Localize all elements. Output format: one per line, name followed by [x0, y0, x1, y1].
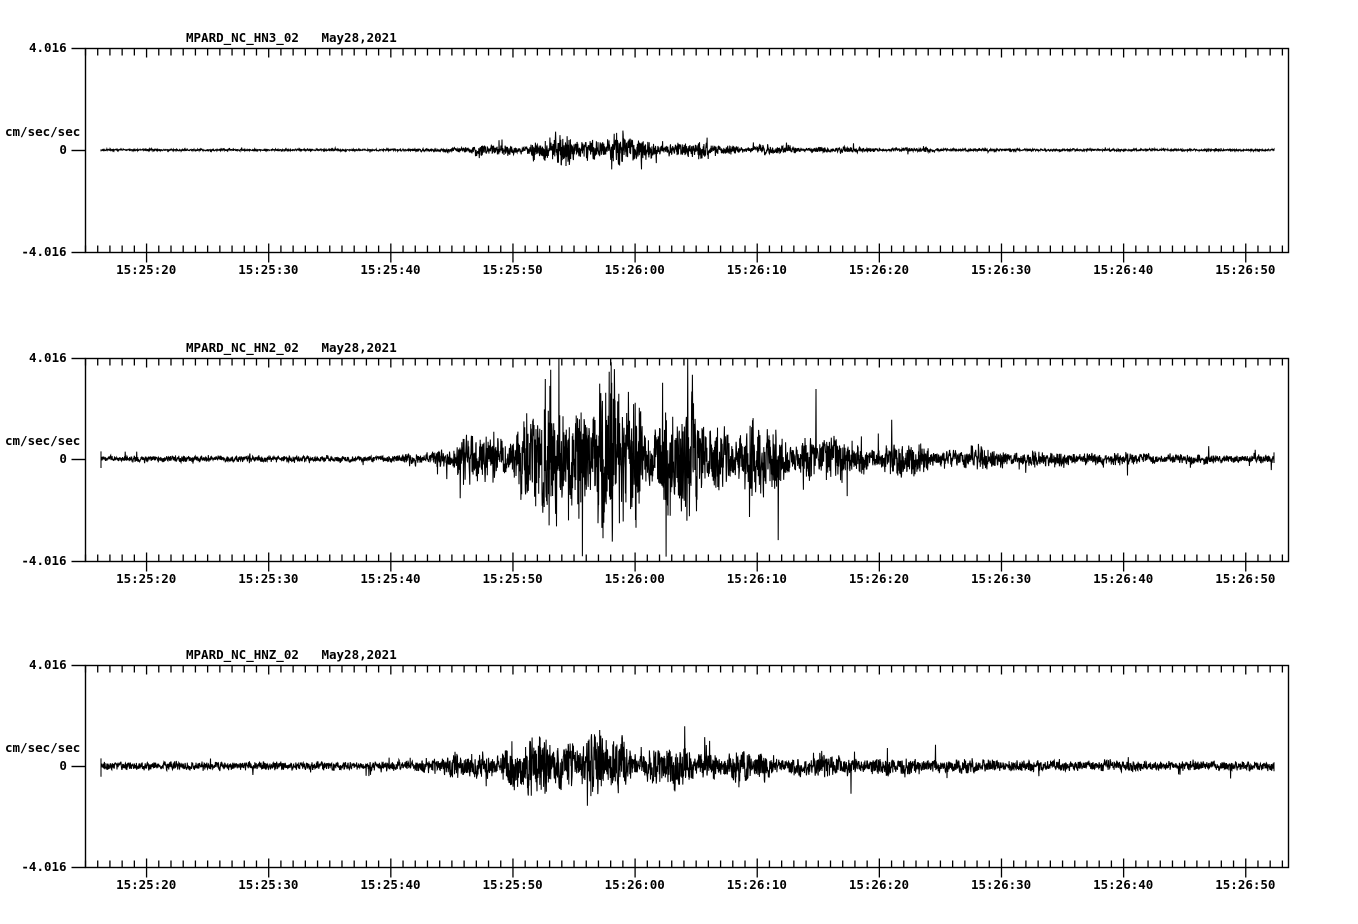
- panel-2-ytick-min: -4.016: [21, 553, 67, 568]
- panel-3-xtick-4: 15:26:00: [604, 877, 665, 892]
- panel-2-xtick-8: 15:26:40: [1093, 571, 1154, 586]
- panel-3-xtick-6: 15:26:20: [848, 877, 910, 892]
- panel-2-title: MPARD_NC_HN2_02 May28,2021: [186, 340, 397, 355]
- panel-1-xtick-8: 15:26:40: [1093, 262, 1154, 277]
- panel-2-xtick-3: 15:25:50: [482, 571, 543, 586]
- panel-3-title: MPARD_NC_HNZ_02 May28,2021: [186, 647, 397, 662]
- panel-1-xtick-7: 15:26:30: [970, 262, 1032, 277]
- panel-3-xtick-5: 15:26:10: [726, 877, 787, 892]
- panel-3-ytick-zero: 0: [59, 758, 67, 773]
- waveform-trace: [100, 358, 1275, 557]
- panel-1-frame: [71, 47, 1290, 263]
- panel-2-ytick-max: 4.016: [29, 350, 67, 365]
- panel-3-xtick-7: 15:26:30: [970, 877, 1032, 892]
- panel-3-xtick-3: 15:25:50: [482, 877, 543, 892]
- panel-3-xtick-8: 15:26:40: [1093, 877, 1154, 892]
- panel-1-xtick-9: 15:26:50: [1215, 262, 1276, 277]
- panel-2-xtick-0: 15:25:20: [116, 571, 177, 586]
- panel-2-xtick-9: 15:26:50: [1215, 571, 1276, 586]
- panel-3-ytick-max: 4.016: [29, 657, 67, 672]
- panel-3-xtick-9: 15:26:50: [1215, 877, 1276, 892]
- panel-2-frame: [71, 357, 1290, 572]
- panel-1-xtick-2: 15:25:40: [360, 262, 421, 277]
- panel-2-xtick-1: 15:25:30: [238, 571, 299, 586]
- panel-3-xtick-0: 15:25:20: [116, 877, 177, 892]
- panel-3-frame: [71, 664, 1290, 878]
- panel-1-xtick-0: 15:25:20: [116, 262, 177, 277]
- waveform-trace: [100, 726, 1275, 806]
- panel-1-ytick-max: 4.016: [29, 40, 67, 55]
- panel-1-title: MPARD_NC_HN3_02 May28,2021: [186, 30, 397, 45]
- waveform-trace: [100, 130, 1275, 170]
- panel-2-ytick-zero: 0: [59, 451, 67, 466]
- panel-1-xtick-5: 15:26:10: [726, 262, 787, 277]
- panel-1-xtick-1: 15:25:30: [238, 262, 299, 277]
- panel-1-y-unit: cm/sec/sec: [5, 124, 81, 139]
- panel-1-ytick-min: -4.016: [21, 244, 67, 259]
- panel-1-xtick-6: 15:26:20: [848, 262, 910, 277]
- panel-2-xtick-4: 15:26:00: [604, 571, 665, 586]
- panel-2-xtick-7: 15:26:30: [970, 571, 1032, 586]
- panel-2-xtick-2: 15:25:40: [360, 571, 421, 586]
- panel-3-y-unit: cm/sec/sec: [5, 740, 81, 755]
- panel-3-ytick-min: -4.016: [21, 859, 67, 874]
- panel-3-xtick-2: 15:25:40: [360, 877, 421, 892]
- panel-3-xtick-1: 15:25:30: [238, 877, 299, 892]
- panel-2-xtick-6: 15:26:20: [848, 571, 910, 586]
- panel-1-xtick-4: 15:26:00: [604, 262, 665, 277]
- panel-1-xtick-3: 15:25:50: [482, 262, 543, 277]
- panel-1-ytick-zero: 0: [59, 142, 67, 157]
- panel-2-y-unit: cm/sec/sec: [5, 433, 81, 448]
- panel-2-xtick-5: 15:26:10: [726, 571, 787, 586]
